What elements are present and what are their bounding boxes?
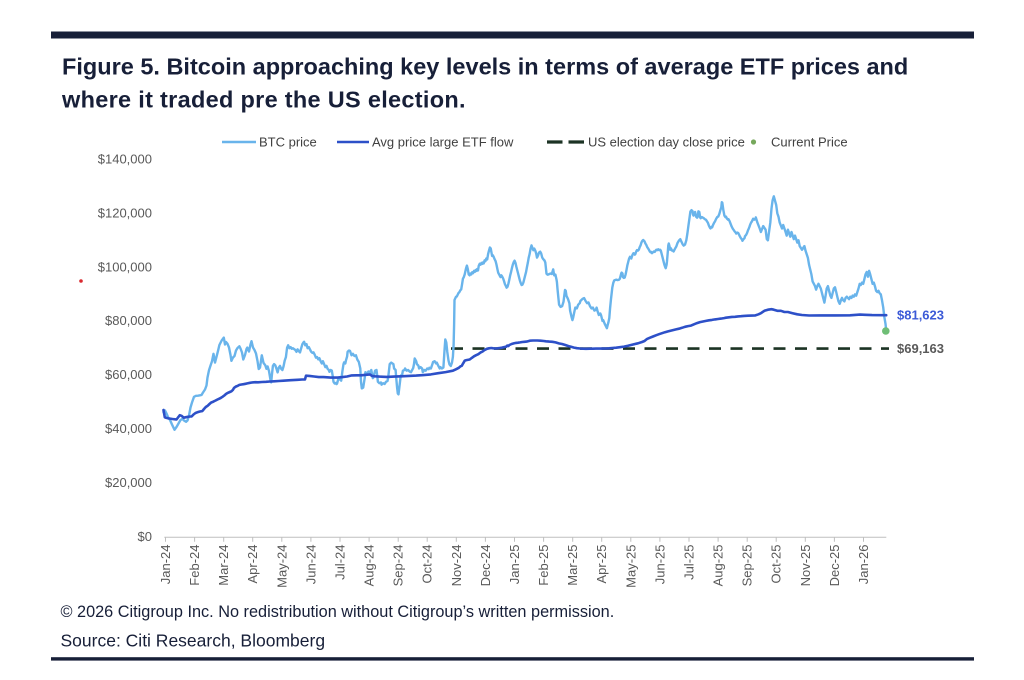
svg-text:Avg price large ETF flow: Avg price large ETF flow — [372, 135, 514, 150]
svg-text:Jul-25: Jul-25 — [682, 545, 697, 580]
svg-text:Figure 5. Bitcoin approaching: Figure 5. Bitcoin approaching key levels… — [62, 54, 908, 80]
svg-text:Apr-24: Apr-24 — [245, 545, 260, 584]
svg-text:$81,623: $81,623 — [897, 308, 944, 323]
svg-text:Apr-25: Apr-25 — [594, 545, 609, 584]
svg-text:© 2026 Citigroup Inc. No redis: © 2026 Citigroup Inc. No redistribution … — [61, 603, 615, 621]
svg-text:$80,000: $80,000 — [105, 313, 152, 328]
svg-text:Nov-24: Nov-24 — [449, 545, 464, 587]
svg-text:$20,000: $20,000 — [105, 475, 152, 490]
svg-text:BTC price: BTC price — [259, 135, 317, 150]
svg-text:Dec-25: Dec-25 — [827, 545, 842, 587]
svg-text:where it traded pre the US ele: where it traded pre the US election. — [61, 87, 466, 113]
svg-text:Source: Citi Research, Bloombe: Source: Citi Research, Bloomberg — [61, 631, 326, 651]
svg-text:Sep-24: Sep-24 — [391, 545, 406, 587]
svg-text:$69,163: $69,163 — [897, 341, 944, 356]
svg-text:$40,000: $40,000 — [105, 421, 152, 436]
svg-text:Jan-25: Jan-25 — [507, 545, 522, 585]
svg-text:Dec-24: Dec-24 — [478, 545, 493, 587]
svg-text:$100,000: $100,000 — [98, 259, 152, 274]
svg-text:Jan-24: Jan-24 — [158, 545, 173, 585]
svg-text:$140,000: $140,000 — [98, 151, 152, 166]
svg-text:Aug-24: Aug-24 — [362, 545, 377, 587]
svg-text:May-24: May-24 — [274, 545, 289, 588]
svg-text:May-25: May-25 — [623, 545, 638, 588]
svg-text:Jul-24: Jul-24 — [333, 545, 348, 580]
svg-text:Current Price: Current Price — [771, 135, 848, 150]
svg-text:$60,000: $60,000 — [105, 367, 152, 382]
svg-text:Feb-25: Feb-25 — [536, 545, 551, 586]
svg-text:Feb-24: Feb-24 — [187, 545, 202, 586]
svg-text:Jun-25: Jun-25 — [652, 545, 667, 585]
svg-text:US election day close price: US election day close price — [588, 135, 745, 150]
svg-text:Jun-24: Jun-24 — [303, 545, 318, 585]
svg-text:Jan-26: Jan-26 — [856, 545, 871, 585]
svg-text:Sep-25: Sep-25 — [740, 545, 755, 587]
svg-text:Nov-25: Nov-25 — [798, 545, 813, 587]
svg-text:$120,000: $120,000 — [98, 205, 152, 220]
svg-text:Mar-24: Mar-24 — [216, 545, 231, 586]
svg-text:Aug-25: Aug-25 — [711, 545, 726, 587]
svg-text:Oct-24: Oct-24 — [420, 545, 435, 584]
svg-text:$0: $0 — [138, 529, 152, 544]
svg-text:Oct-25: Oct-25 — [769, 545, 784, 584]
svg-text:Mar-25: Mar-25 — [565, 545, 580, 586]
